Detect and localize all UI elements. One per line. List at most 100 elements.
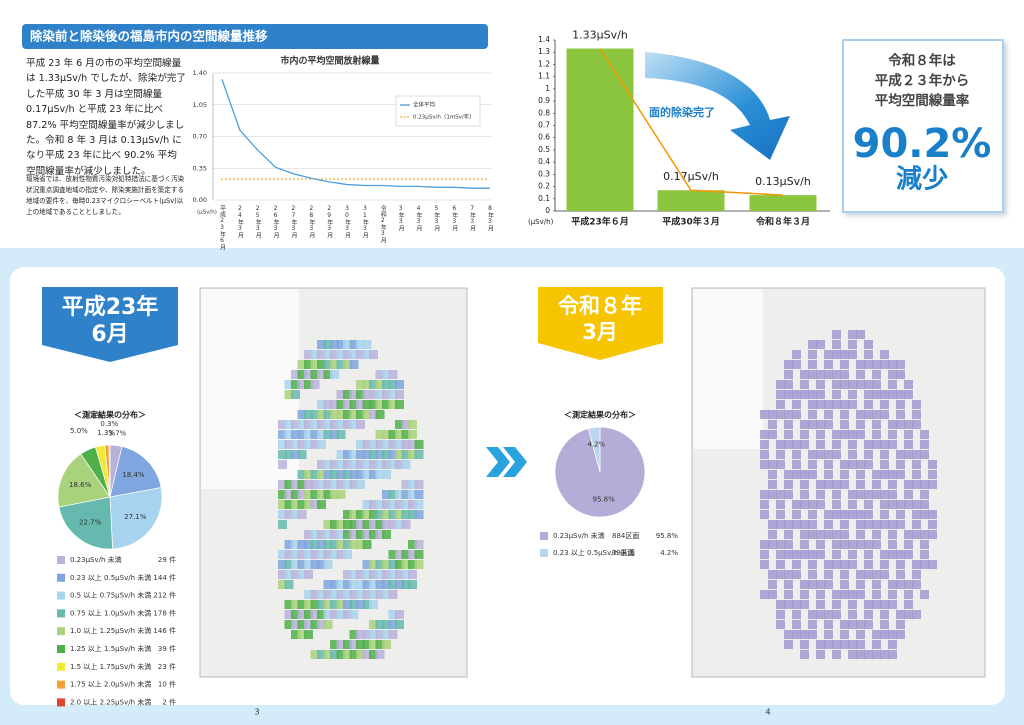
map-cell [848, 430, 857, 439]
map-cell [800, 370, 809, 379]
map-cell [848, 400, 857, 409]
map-cell [872, 570, 881, 579]
map-cell [349, 400, 359, 409]
map-cell [856, 580, 865, 589]
map-cell [284, 610, 294, 619]
map-cell [840, 560, 849, 569]
map-cell [776, 450, 785, 459]
map-cell [856, 420, 865, 429]
map-cell [896, 510, 905, 519]
map-cell [297, 410, 307, 419]
map-cell [291, 600, 300, 609]
map-cell [816, 490, 825, 499]
map-cell [872, 370, 881, 379]
map-cell [808, 350, 817, 359]
map-cell [343, 460, 352, 469]
map-cell [832, 610, 841, 619]
map-cell [284, 600, 294, 609]
map-cell [304, 530, 313, 539]
map-cell [343, 520, 352, 529]
map-cell [330, 360, 339, 369]
map-cell [896, 580, 905, 589]
legend-label: 0.5 以上 0.75μSv/h 未満 [70, 591, 151, 600]
map-cell [856, 470, 865, 479]
map-cell [323, 620, 333, 629]
map-cell [784, 410, 793, 419]
map-cell [856, 540, 865, 549]
map-cell [792, 450, 801, 459]
map-cell [388, 450, 398, 459]
map-cell [278, 490, 287, 499]
map-cell [808, 520, 817, 529]
map-cell [310, 560, 320, 569]
map-cell [880, 510, 889, 519]
map-cell [317, 600, 326, 609]
map-cell [330, 650, 339, 659]
map-cell [760, 550, 769, 559]
map-cell [808, 560, 817, 569]
map-cell [278, 580, 287, 589]
badge-text: 3月 [582, 320, 618, 344]
x-tick-label: 平成23年６月 [571, 216, 629, 228]
map-cell [375, 470, 385, 479]
map-cell [824, 620, 833, 629]
map-cell [388, 630, 398, 639]
legend-label: 0.23 以上 0.5μSv/h 未満 [553, 548, 634, 557]
map-cell [336, 520, 346, 529]
map-cell [904, 580, 913, 589]
map-cell [356, 530, 365, 539]
map-cell [776, 600, 785, 609]
map-cell [408, 540, 417, 549]
map-cell [317, 610, 326, 619]
map-cell [369, 410, 378, 419]
map-cell [848, 540, 857, 549]
map-cell [310, 500, 320, 509]
map-cell [375, 590, 385, 599]
map-cell [776, 510, 785, 519]
map-cell [395, 580, 404, 589]
map-cell [896, 460, 905, 469]
map-cell [840, 480, 849, 489]
map-cell [317, 470, 326, 479]
map-cell [784, 390, 793, 399]
pie-label: 27.1% [124, 513, 147, 521]
map-cell [375, 460, 385, 469]
map-cell [336, 410, 346, 419]
map-cell [904, 590, 913, 599]
map-cell [784, 640, 793, 649]
map-cell [349, 650, 359, 659]
map-cell [864, 540, 873, 549]
map-cell [888, 430, 897, 439]
map-cell [304, 410, 313, 419]
map-cell [840, 420, 849, 429]
map-cell [888, 580, 897, 589]
map-cell [880, 550, 889, 559]
map-cell [388, 440, 398, 449]
map-cell [304, 570, 313, 579]
map-cell [768, 530, 777, 539]
map-cell [323, 610, 333, 619]
map-cell [388, 620, 398, 629]
map-cell [343, 390, 352, 399]
map-cell [824, 400, 833, 409]
map-cell [297, 600, 307, 609]
map-cell [824, 450, 833, 459]
map-cell [349, 390, 359, 399]
legend-label: 0.23μSv/h 未満 [553, 531, 605, 540]
map-cell [336, 650, 346, 659]
map-cell [349, 420, 359, 429]
map-cell [896, 420, 905, 429]
map-cell [278, 480, 287, 489]
map-cell [840, 370, 849, 379]
map-cell [330, 370, 339, 379]
map-cell [401, 460, 411, 469]
map-cell [401, 420, 411, 429]
map-cell [840, 570, 849, 579]
map-cell [349, 510, 359, 519]
map-cell [768, 520, 777, 529]
map-cell [388, 570, 398, 579]
map-cell [896, 390, 905, 399]
pie-label: 1.3% [97, 429, 115, 437]
map-cell [297, 370, 307, 379]
map-cell [395, 400, 404, 409]
